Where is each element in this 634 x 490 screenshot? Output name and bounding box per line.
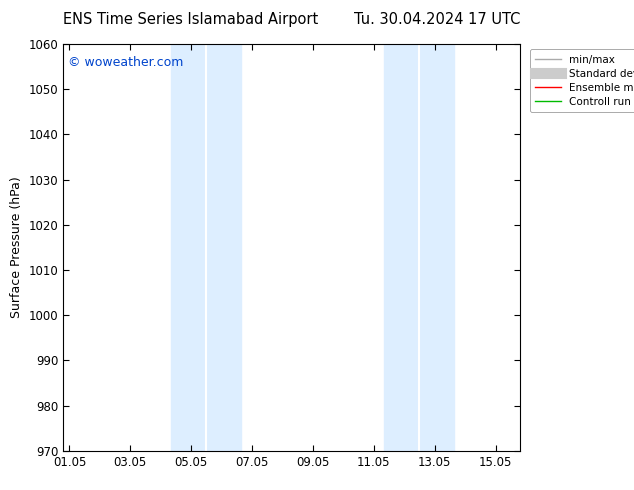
Text: ENS Time Series Islamabad Airport: ENS Time Series Islamabad Airport [63, 12, 318, 27]
Legend: min/max, Standard deviation, Ensemble mean run, Controll run: min/max, Standard deviation, Ensemble me… [529, 49, 634, 112]
Text: Tu. 30.04.2024 17 UTC: Tu. 30.04.2024 17 UTC [354, 12, 521, 27]
Y-axis label: Surface Pressure (hPa): Surface Pressure (hPa) [10, 176, 23, 318]
Text: © woweather.com: © woweather.com [68, 56, 183, 69]
Bar [171, 44, 242, 451]
Bar [384, 44, 455, 451]
